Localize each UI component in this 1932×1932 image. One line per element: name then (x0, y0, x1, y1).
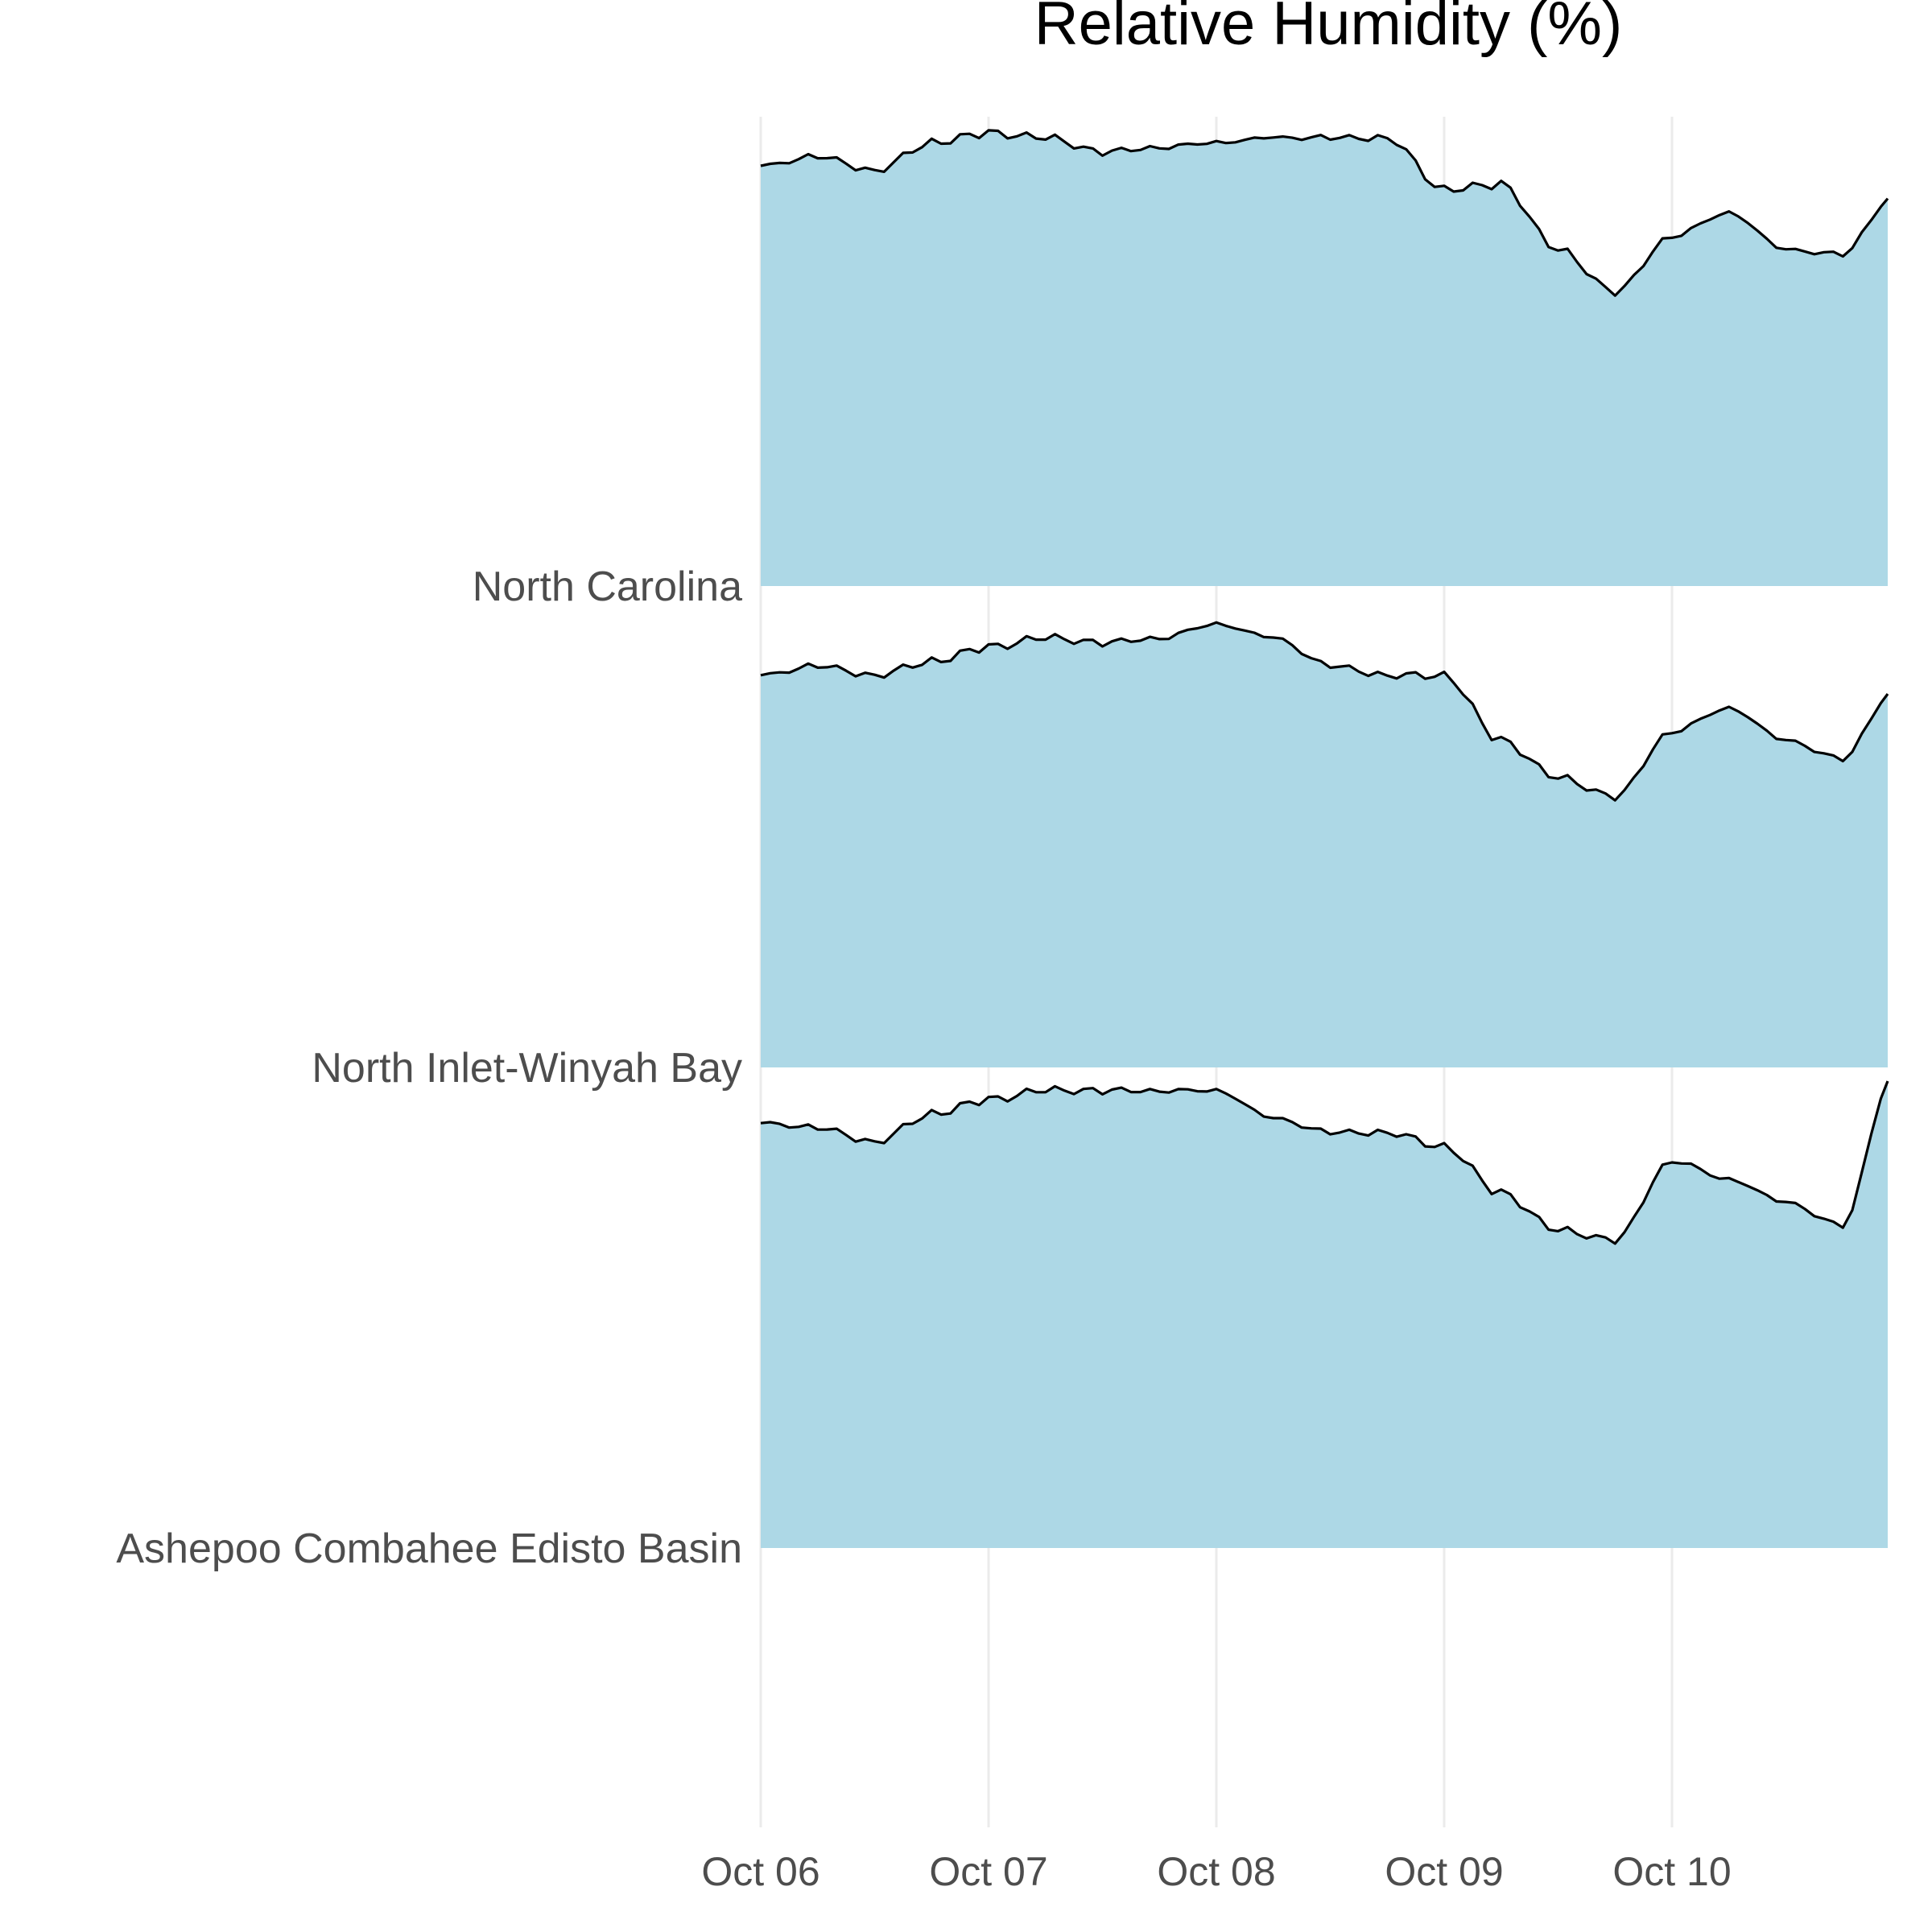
site-label: North Inlet-Winyah Bay (312, 1045, 742, 1092)
ridge-line (760, 621, 1889, 802)
x-tick-label: Oct 09 (1385, 1849, 1503, 1894)
ridge-line (760, 129, 1889, 297)
x-tick-label: Oct 07 (929, 1849, 1047, 1894)
site-label: North Carolina (473, 564, 742, 610)
x-tick-label: Oct 06 (701, 1849, 819, 1894)
ridge-area (761, 622, 1888, 1067)
chart-title: Relative Humidity (%) (1034, 0, 1623, 58)
site-labels: North Carolina North Inlet-Winyah Bay Ashe… (116, 564, 742, 1572)
ridge-area (761, 130, 1888, 586)
site-label: Ashepoo Combahee Edisto Basin (116, 1525, 742, 1572)
ridge-series (760, 1080, 1889, 1548)
ridge-area (761, 1081, 1888, 1548)
ridge-line (760, 1080, 1889, 1245)
ridge-series (760, 129, 1889, 586)
ridges (760, 129, 1889, 1548)
x-tick-label: Oct 08 (1157, 1849, 1275, 1894)
ridge-series (760, 621, 1889, 1067)
x-axis-ticks: Oct 06 Oct 07 Oct 08 Oct 09 Oct 10 (701, 1849, 1731, 1894)
x-tick-label: Oct 10 (1612, 1849, 1731, 1894)
